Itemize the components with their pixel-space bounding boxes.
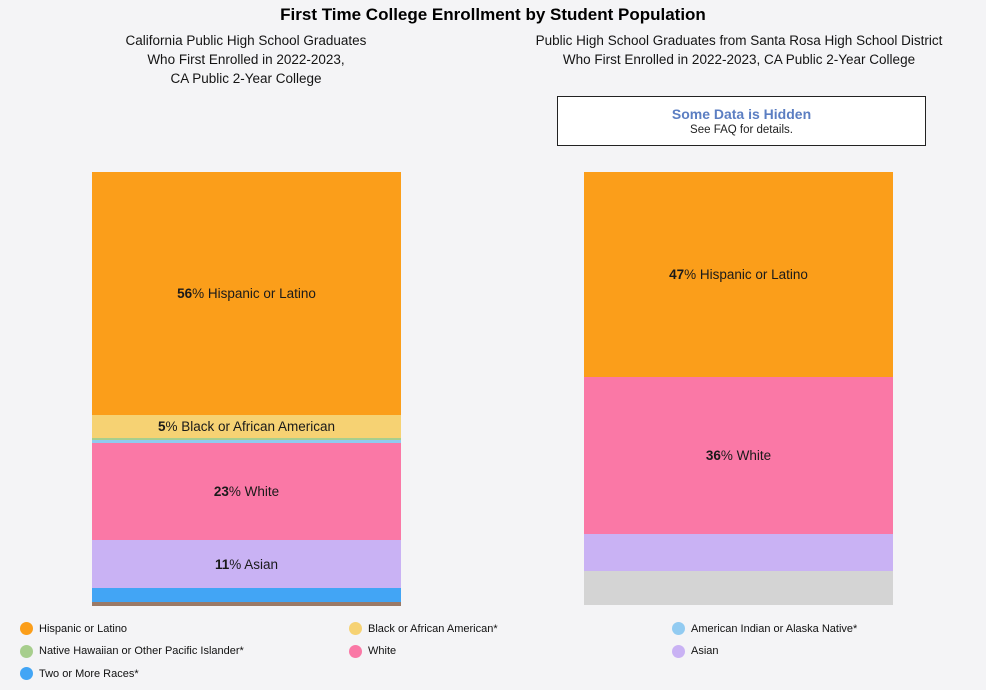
hidden-data-notice-subtitle: See FAQ for details. xyxy=(690,124,793,136)
legend-item-white[interactable]: White xyxy=(349,644,498,658)
legend-item-american-indian-or-alaska-native[interactable]: American Indian or Alaska Native* xyxy=(672,622,857,635)
left-chart-subtitle: California Public High School Graduates … xyxy=(86,31,406,88)
bar-segment-asian[interactable] xyxy=(584,533,893,571)
right-subtitle-line-1: Public High School Graduates from Santa … xyxy=(535,33,943,48)
right-subtitle-line-2: Who First Enrolled in 2022-2023, CA Publ… xyxy=(562,52,916,67)
segment-label: % Hispanic or Latino xyxy=(684,266,808,282)
legend-item-native-hawaiian-or-other-pacific-islander[interactable]: Native Hawaiian or Other Pacific Islande… xyxy=(20,644,244,658)
hidden-data-notice-title: Some Data is Hidden xyxy=(671,106,812,122)
segment-label: % Asian xyxy=(229,556,279,572)
legend-item-two-or-more-races[interactable]: Two or More Races* xyxy=(20,667,244,680)
legend-item-asian[interactable]: Asian xyxy=(672,644,857,658)
segment-label: % White xyxy=(228,483,280,499)
stacked-bar-california-graduates: 56% Hispanic or Latino 5% Black or Africa… xyxy=(92,172,401,606)
legend-item-label: White xyxy=(368,645,397,657)
bar-segment-white[interactable]: 36% White xyxy=(584,376,893,534)
legend-swatch-icon xyxy=(20,667,33,680)
legend-swatch-icon xyxy=(20,644,33,658)
bar-segment-black-or-african-american[interactable]: 5% Black or African American xyxy=(92,415,401,439)
bar-segment-native-hawaiian-or-other-pacific-islander[interactable] xyxy=(92,438,401,441)
legend-item-label: Asian xyxy=(691,645,719,657)
legend-column-1: Hispanic or Latino Native Hawaiian or Oth… xyxy=(20,622,244,690)
legend-item-label: American Indian or Alaska Native* xyxy=(691,622,858,635)
left-subtitle-line-2: Who First Enrolled in 2022-2023, xyxy=(147,52,345,67)
bar-segment-american-indian-or-alaska-native[interactable] xyxy=(92,440,401,443)
segment-label: % Hispanic or Latino xyxy=(192,286,316,302)
bar-segment-asian[interactable]: 11% Asian xyxy=(92,539,401,589)
left-subtitle-line-3: CA Public 2-Year College xyxy=(170,71,322,86)
legend-column-3: American Indian or Alaska Native* Asian xyxy=(672,622,857,667)
legend-column-2: Black or African American* White xyxy=(349,622,498,667)
legend-swatch-icon xyxy=(349,622,362,635)
bar-segment-white[interactable]: 23% White xyxy=(92,442,401,540)
segment-percent-value: 5 xyxy=(157,419,166,435)
legend-item-label: Black or African American* xyxy=(368,622,498,635)
segment-percent-value: 23 xyxy=(213,483,229,499)
bar-segment-unlabeled[interactable] xyxy=(584,570,893,605)
segment-label: % White xyxy=(720,447,772,463)
bar-segment-two-or-more-races[interactable] xyxy=(92,588,401,603)
legend-item-label: Two or More Races* xyxy=(39,667,139,680)
page-title: First Time College Enrollment by Student… xyxy=(280,5,706,24)
legend-swatch-icon xyxy=(672,622,685,635)
segment-percent-value: 47 xyxy=(669,266,685,282)
legend-swatch-icon xyxy=(672,644,685,658)
right-chart-subtitle: Public High School Graduates from Santa … xyxy=(494,31,984,69)
legend-item-black-or-african-american[interactable]: Black or African American* xyxy=(349,622,498,635)
segment-percent-value: 36 xyxy=(705,447,721,463)
stacked-bar-santa-rosa-graduates: 47% Hispanic or Latino 36% White xyxy=(584,172,893,605)
hidden-data-notice: Some Data is Hidden See FAQ for details. xyxy=(557,96,926,146)
segment-label: % Black or African American xyxy=(165,419,336,435)
legend-item-label: Native Hawaiian or Other Pacific Islande… xyxy=(39,645,244,657)
bar-segment-unlabeled[interactable] xyxy=(92,602,401,606)
legend-swatch-icon xyxy=(349,644,362,658)
legend: Hispanic or Latino Native Hawaiian or Oth… xyxy=(0,622,986,682)
left-subtitle-line-1: California Public High School Graduates xyxy=(125,33,367,48)
legend-item-label: Hispanic or Latino xyxy=(39,622,128,635)
legend-swatch-icon xyxy=(20,622,33,635)
segment-percent-value: 11 xyxy=(214,556,230,572)
bar-segment-hispanic-or-latino[interactable]: 56% Hispanic or Latino xyxy=(92,172,401,416)
legend-item-hispanic-or-latino[interactable]: Hispanic or Latino xyxy=(20,622,244,635)
segment-percent-value: 56 xyxy=(177,286,193,302)
bar-segment-hispanic-or-latino[interactable]: 47% Hispanic or Latino xyxy=(584,172,893,377)
